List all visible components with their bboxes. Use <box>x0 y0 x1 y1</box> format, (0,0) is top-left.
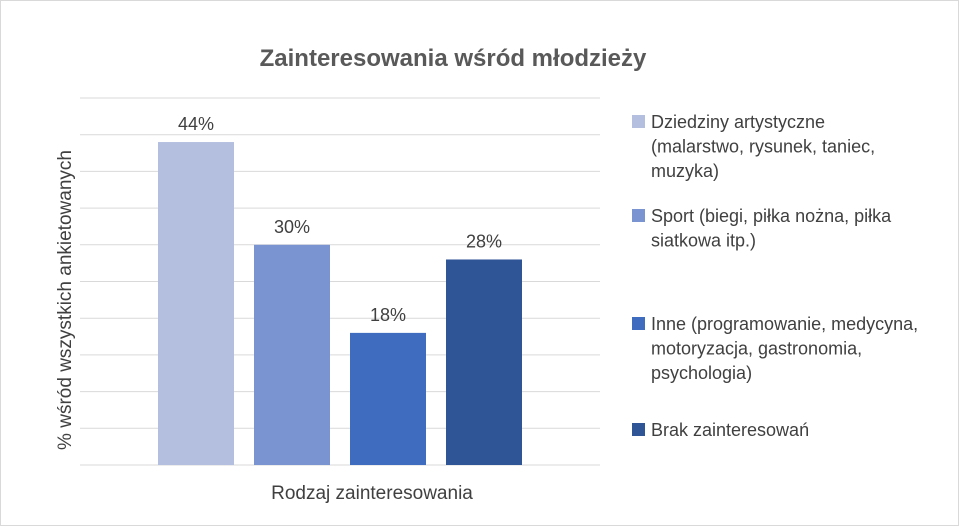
legend-line: siatkowa itp.) <box>651 231 756 251</box>
legend-swatch <box>632 209 645 222</box>
legend-label: Dziedziny artystyczne (malarstwo, rysunek… <box>651 112 875 181</box>
bar <box>158 142 234 466</box>
y-axis-label: % wśród wszystkich ankietowanych <box>55 150 76 450</box>
data-label: 18% <box>370 305 406 325</box>
data-label: 28% <box>466 231 502 251</box>
legend-line: psychologia) <box>651 363 752 383</box>
legend-line: motoryzacja, gastronomia, <box>651 339 862 359</box>
legend-line: Brak zainteresowań <box>651 420 809 440</box>
data-label: 44% <box>178 114 214 134</box>
legend-line: (malarstwo, rysunek, taniec, <box>651 137 875 157</box>
bar <box>350 332 426 465</box>
legend-line: muzyka) <box>651 161 719 181</box>
chart-title: Zainteresowania wśród młodzieży <box>260 45 647 72</box>
legend-line: Inne (programowanie, medycyna, <box>651 314 918 334</box>
legend-line: Sport (biegi, piłka nożna, piłka <box>651 206 892 226</box>
legend-swatch <box>632 115 645 128</box>
x-axis-label: Rodzaj zainteresowania <box>271 483 473 504</box>
legend-swatch <box>632 423 645 436</box>
bar <box>446 259 522 465</box>
data-label: 30% <box>274 217 310 237</box>
legend-swatch <box>632 317 645 330</box>
legend-label: Brak zainteresowań <box>651 420 809 440</box>
legend-label: Sport (biegi, piłka nożna, piłka siatkowa… <box>651 206 892 251</box>
bar <box>254 244 330 465</box>
legend-line: Dziedziny artystyczne <box>651 112 825 132</box>
legend-label: Inne (programowanie, medycyna, motoryzacj… <box>651 314 918 383</box>
